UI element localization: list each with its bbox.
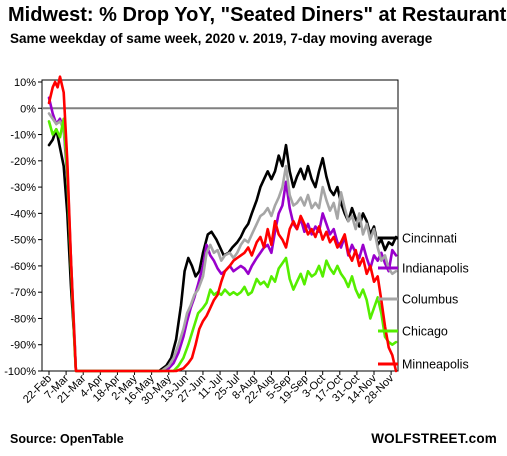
y-tick-label: -30% [10,182,36,194]
y-tick-label: -50% [10,235,36,247]
y-tick-label: -80% [10,313,36,325]
y-tick-label: -40% [10,208,36,220]
y-axis: 10% 0% -10% -20% -30% -40% -50% -60% -70% -80% -90… [4,77,42,378]
legend-label-cincinnati: Cincinnati [402,232,457,246]
series-line-columbus [47,112,398,373]
legend-label-columbus: Columbus [402,293,458,307]
y-tick-label: -20% [10,156,36,168]
chart-title: Midwest: % Drop YoY, "Seated Diners" at … [8,4,507,26]
series-line-cincinnati [47,128,398,373]
series-line-chicago [47,117,398,373]
legend: Cincinnati Indianapolis Columbus Chicago Min… [378,232,469,372]
y-tick-label: 10% [14,77,36,89]
legend-label-minneapolis: Minneapolis [402,358,469,372]
y-tick-label: 0% [20,103,36,115]
legend-label-indianapolis: Indianapolis [402,262,469,276]
series-line-minneapolis [47,75,398,373]
y-tick-label: -100% [4,366,36,378]
brand-logo-text: WOLFSTREET.com [371,431,497,446]
y-tick-label: -90% [10,340,36,352]
y-tick-label: -70% [10,287,36,299]
y-tick-label: -10% [10,130,36,142]
plot-frame [41,79,399,372]
x-axis: 22-Feb7-Mar21-Mar4-Apr18-Apr2-May16-May3… [21,371,397,407]
series-layer [47,75,398,373]
source-note: Source: OpenTable [10,432,124,446]
y-tick-label: -60% [10,261,36,273]
chart-subtitle: Same weekday of same week, 2020 v. 2019,… [10,31,433,46]
legend-label-chicago: Chicago [402,325,448,339]
series-line-indianapolis [47,96,398,373]
